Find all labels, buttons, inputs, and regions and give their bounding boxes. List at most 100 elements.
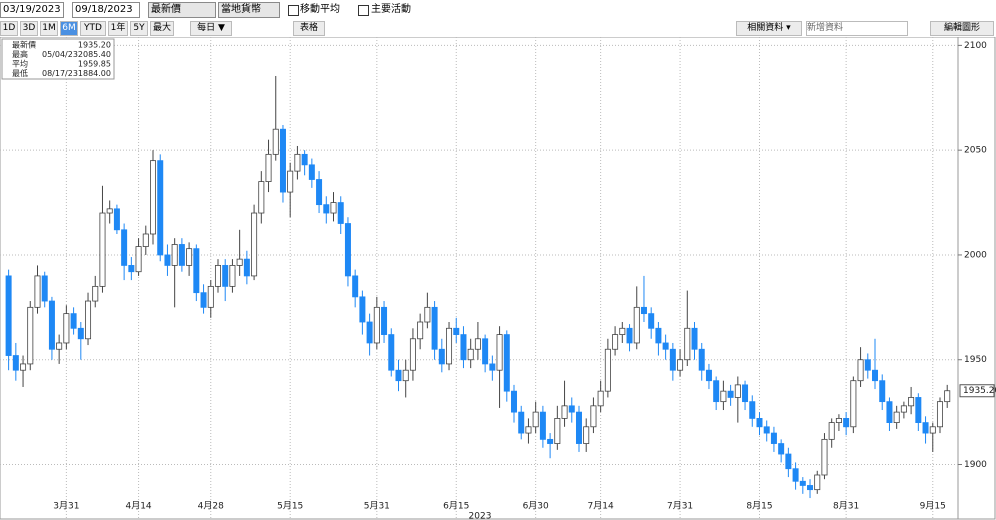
- period-button[interactable]: 5Y: [130, 21, 148, 36]
- candle-body: [669, 348, 676, 371]
- y-tick-label: 2050: [964, 146, 987, 156]
- candle-body: [474, 338, 481, 350]
- candle-body: [532, 411, 539, 428]
- x-tick-label: 8月15: [746, 501, 772, 512]
- candle-body: [640, 306, 647, 315]
- end-date[interactable]: 09/18/2023: [72, 2, 140, 18]
- candle-body: [446, 327, 453, 365]
- candle-body: [92, 285, 99, 302]
- legend-label: 最低: [12, 68, 28, 78]
- candle-body: [525, 426, 532, 434]
- candle-body: [922, 422, 929, 434]
- start-date[interactable]: 03/19/2023: [0, 2, 64, 18]
- candle-body: [431, 306, 438, 350]
- chart: 1900 1950 2000 2050 2100 3月31 4月14 4月28 5月15 5月31…: [0, 37, 996, 520]
- candle-body: [879, 380, 886, 403]
- candle-body: [799, 480, 806, 486]
- candle-body: [453, 327, 460, 335]
- x-tick-label: 6月15: [443, 501, 469, 512]
- candle-body: [41, 275, 48, 302]
- candle-body: [619, 327, 626, 335]
- candle-body: [900, 405, 907, 413]
- candle-body: [424, 306, 431, 323]
- candle-body: [482, 338, 489, 365]
- candle-body: [27, 306, 34, 365]
- candle-body: [554, 418, 561, 444]
- candle-body: [56, 342, 63, 350]
- candle-body: [85, 300, 92, 340]
- candle-body: [633, 306, 640, 344]
- candle-body: [778, 443, 785, 455]
- period-button[interactable]: 6M: [60, 21, 78, 36]
- legend-date: 05/04/23: [42, 50, 78, 59]
- candle-body: [373, 306, 380, 344]
- candle-body: [511, 390, 518, 413]
- candle-body: [734, 384, 741, 398]
- candle-body: [171, 244, 178, 266]
- legend-box: [1, 38, 115, 80]
- x-tick-label: 8月31: [833, 501, 859, 512]
- candle-body: [381, 306, 388, 335]
- candle-body: [727, 390, 734, 398]
- candle-body: [150, 160, 157, 235]
- candle-body: [698, 348, 705, 371]
- candle-body: [222, 265, 229, 287]
- field-select[interactable]: 最新價: [148, 2, 216, 18]
- add-data[interactable]: 新增資料: [806, 21, 908, 36]
- candle-body: [770, 432, 777, 444]
- key-events-label[interactable]: 主要活動: [371, 4, 411, 15]
- x-tick-label: 9月15: [920, 501, 946, 512]
- candle-body: [344, 223, 351, 277]
- candle-body: [547, 438, 554, 444]
- candle-body: [936, 401, 943, 428]
- period-button[interactable]: 1M: [40, 21, 58, 36]
- candle-body: [489, 363, 496, 371]
- candle-body: [539, 411, 546, 440]
- x-tick-label: 5月15: [277, 501, 303, 512]
- candle-body: [691, 327, 698, 350]
- candle-body: [113, 208, 120, 231]
- candle-body: [597, 390, 604, 407]
- candle-body: [944, 390, 951, 403]
- candle-body: [575, 411, 582, 444]
- candle-body: [814, 474, 821, 491]
- candle-body: [366, 321, 373, 344]
- y-tick-label: 2000: [964, 250, 987, 260]
- candle-body: [590, 405, 597, 428]
- candle-body: [330, 202, 337, 214]
- period-button[interactable]: YTD: [80, 21, 106, 36]
- candle-body: [915, 397, 922, 424]
- candle-body: [908, 397, 915, 407]
- candle-body: [395, 369, 402, 382]
- candle-body: [20, 363, 27, 371]
- period-button[interactable]: 3D: [20, 21, 38, 36]
- checkbox[interactable]: [288, 5, 299, 16]
- candle-body: [604, 348, 611, 392]
- candle-body: [258, 181, 265, 214]
- currency-select[interactable]: 當地貨幣: [218, 2, 280, 18]
- candle-body: [677, 359, 684, 371]
- candle-body: [352, 275, 359, 298]
- candle-body: [893, 411, 900, 423]
- checkbox[interactable]: [358, 5, 369, 16]
- table-button[interactable]: 表格: [293, 21, 325, 36]
- period-button[interactable]: 1D: [0, 21, 18, 36]
- candle-body: [48, 300, 55, 350]
- period-button[interactable]: 1年: [108, 21, 128, 36]
- candle-body: [872, 369, 879, 382]
- frequency[interactable]: 每日 ▼: [190, 21, 232, 36]
- moving-average-label[interactable]: 移動平均: [300, 4, 340, 15]
- edit-button[interactable]: 編輯圖形: [930, 21, 994, 36]
- candle-body: [749, 401, 756, 419]
- candle-body: [128, 265, 135, 273]
- candle-body: [807, 485, 814, 491]
- candle-body: [785, 453, 792, 470]
- candle-body: [388, 334, 395, 371]
- candle-body: [157, 160, 164, 256]
- candle-body: [287, 170, 294, 193]
- period-button[interactable]: 最大: [150, 21, 174, 36]
- candle-body: [337, 202, 344, 224]
- candle-body: [5, 275, 12, 356]
- candle-body: [568, 405, 575, 413]
- related-button[interactable]: 相關資料 ▾: [736, 21, 802, 36]
